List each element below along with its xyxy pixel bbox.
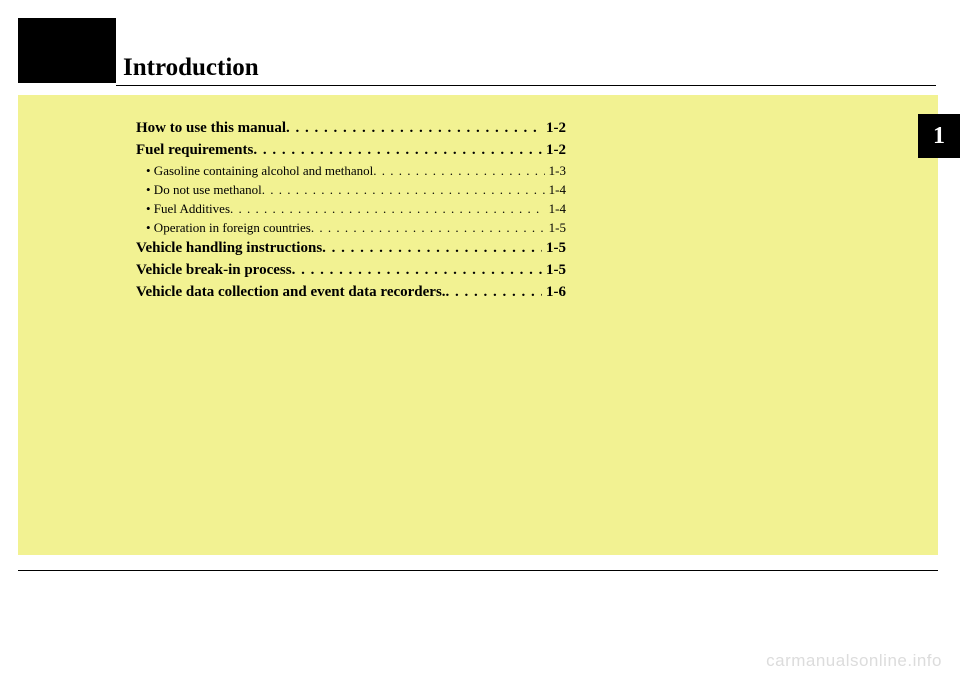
toc-entry: Fuel requirements 1-2 [136,139,566,161]
toc-page: 1-2 [542,139,566,161]
toc-page: 1-4 [545,199,566,218]
toc-entry: How to use this manual 1-2 [136,117,566,139]
toc-page: 1-5 [542,259,566,281]
chapter-tab: 1 [918,114,960,158]
toc-label: • Gasoline containing alcohol and methan… [146,161,373,180]
toc-dots [286,117,542,139]
toc-page: 1-4 [545,180,566,199]
toc-entry: Vehicle handling instructions 1-5 [136,237,566,259]
toc-dots [446,281,542,303]
toc-entry: • Fuel Additives 1-4 [136,199,566,218]
toc-page: 1-6 [542,281,566,303]
toc-label: Vehicle break-in process [136,259,292,281]
toc-page: 1-2 [542,117,566,139]
toc-entry: Vehicle data collection and event data r… [136,281,566,303]
toc-entry: • Do not use methanol 1-4 [136,180,566,199]
toc-page: 1-5 [542,237,566,259]
watermark: carmanualsonline.info [766,651,942,671]
toc-label: Vehicle handling instructions [136,237,322,259]
toc-label: How to use this manual [136,117,286,139]
toc-label: Fuel requirements [136,139,253,161]
toc-dots [292,259,542,281]
header-black-box [18,18,116,83]
toc-dots [322,237,542,259]
chapter-title: Introduction [123,54,259,82]
toc-dots [373,161,544,180]
toc-label: • Fuel Additives [146,199,230,218]
toc-page: 1-5 [545,218,566,237]
toc-dots [253,139,542,161]
toc-label: • Do not use methanol [146,180,262,199]
toc-entry: Vehicle break-in process 1-5 [136,259,566,281]
toc-page: 1-3 [545,161,566,180]
toc-entry: • Operation in foreign countries 1-5 [136,218,566,237]
title-underline [116,85,936,86]
content-block: How to use this manual 1-2 Fuel requirem… [18,95,938,555]
toc-dots [230,199,545,218]
toc-dots [262,180,545,199]
toc-entry: • Gasoline containing alcohol and methan… [136,161,566,180]
toc-dots [311,218,545,237]
bottom-rule [18,570,938,571]
manual-page: Introduction How to use this manual 1-2 … [0,0,960,689]
toc-label: Vehicle data collection and event data r… [136,281,446,303]
table-of-contents: How to use this manual 1-2 Fuel requirem… [136,117,566,303]
toc-label: • Operation in foreign countries [146,218,311,237]
